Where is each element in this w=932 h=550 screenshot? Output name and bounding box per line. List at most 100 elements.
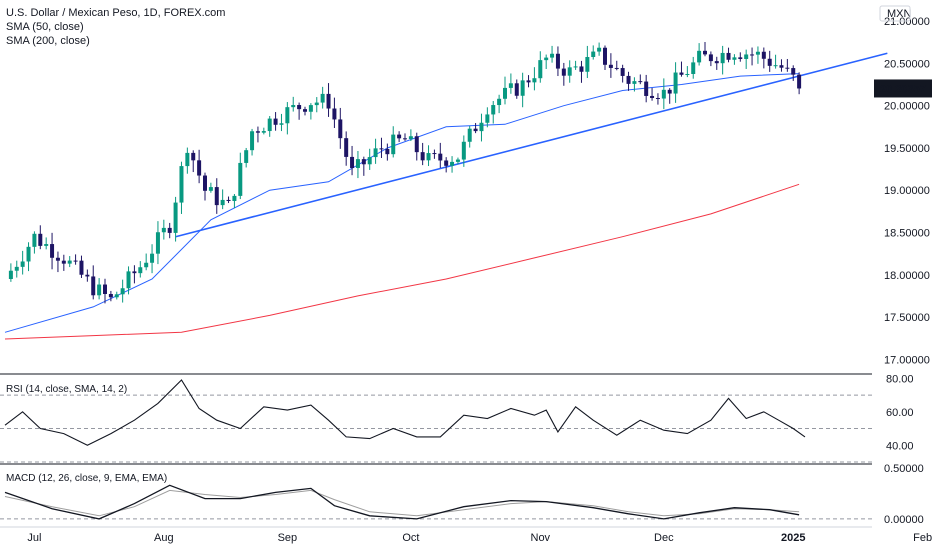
candle-body [685,73,690,75]
candle-body [120,288,125,295]
candle-body [26,246,31,262]
candle-body [732,57,737,60]
candle-body [614,67,619,69]
candle-body [532,78,537,83]
candle-body [673,72,678,94]
chart-legend: U.S. Dollar / Mexican Peso, 1D, FOREX.co… [6,6,225,48]
price-tick-label: 21.00000 [884,16,930,28]
candle-body [432,153,437,155]
candle-body [161,227,166,233]
candle-body [738,57,743,59]
candle-body [338,119,343,139]
candle-body [567,67,572,76]
candle-body [179,166,184,203]
candle-body [620,68,625,76]
candle-body [585,56,590,72]
candle-body [8,270,13,279]
candle-body [273,118,278,125]
last-price-label: 20.20357 [880,83,926,95]
rsi-tick-label: 60.00 [886,407,914,419]
candle-body [332,108,337,120]
time-tick-label: Feb [913,532,932,544]
candle-body [250,131,255,151]
candle-body [697,50,702,63]
candle-body [385,148,390,155]
candle-body [550,53,555,58]
trendline [175,52,888,238]
chart-title: U.S. Dollar / Mexican Peso, 1D, FOREX.co… [6,7,226,19]
candle-body [97,284,102,296]
candle-body [403,138,407,140]
candle-body [726,52,731,60]
price-tick-label: 17.00000 [884,354,930,366]
price-tick-label: 18.00000 [884,270,930,282]
candle-body [426,153,431,161]
price-tick-label: 20.50000 [884,58,930,70]
macd-line [4,484,800,520]
candle-body [173,202,178,233]
candle-body [85,274,90,277]
candle-body [473,128,478,132]
candle-body [797,74,802,89]
candle-body [744,54,749,59]
candle-body [661,89,666,99]
candle-body [750,54,755,56]
candle-body [603,47,607,65]
candle-body [208,187,213,191]
candle-body [20,261,25,267]
candle-body [526,80,531,83]
candle-body [285,107,290,124]
macd-legend: MACD (12, 26, close, 9, EMA, EMA) [6,473,168,484]
time-tick-label: Nov [531,532,551,544]
candle-body [144,262,149,268]
time-tick-label: Jul [27,532,41,544]
price-tick-label: 19.50000 [884,143,930,155]
candle-body [320,93,325,103]
candle-body [350,156,355,168]
candle-body [150,253,155,263]
candle-body [138,267,143,274]
candle-body [38,233,43,246]
candle-body [220,199,225,206]
candle-body [197,160,202,176]
candle-body [467,128,472,142]
time-tick-label: Aug [154,532,174,544]
candle-body [420,152,425,161]
candle-body [303,109,307,112]
candle-body [638,81,643,83]
candle-body [91,276,96,296]
candle-body [644,81,649,96]
candle-body [650,95,655,99]
candle-body [761,51,766,59]
candle-body [55,257,60,261]
candle-body [414,136,419,153]
candle-body [555,53,560,69]
candle-body [714,61,719,64]
candle-body [608,64,613,68]
candle-body [226,199,231,201]
candle-body [155,232,160,254]
price-tick-label: 19.00000 [884,185,930,197]
candle-body [561,68,566,76]
candle-body [291,105,296,108]
candle-body [191,152,196,161]
candle-body [597,47,602,52]
candle-body [391,134,396,155]
candle-body [520,80,525,96]
candle-body [655,98,660,100]
rsi-legend: RSI (14, close, SMA, 14, 2) [6,384,128,395]
currency-label: MXN [887,8,912,20]
candle-body [626,75,631,84]
candle-body [573,66,578,68]
candle-body [308,105,313,112]
candle-body [255,131,260,133]
price-pane [4,41,888,340]
candle-body [79,260,84,275]
candle-body [344,138,349,157]
macd-signal-line [4,489,800,517]
candle-body [238,162,243,196]
candle-body [355,159,360,168]
candle-body [708,54,713,62]
candle-body [591,51,596,57]
candle-body [326,93,331,109]
